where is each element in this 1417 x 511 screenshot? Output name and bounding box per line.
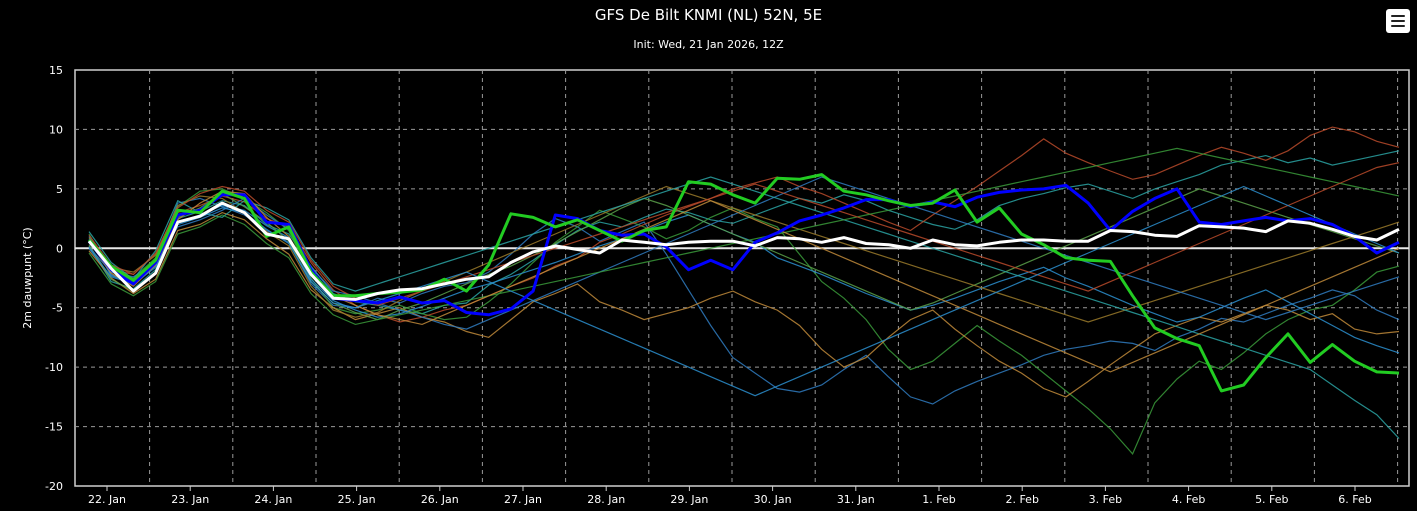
hamburger-menu-icon[interactable]: [1386, 9, 1410, 33]
x-tick-label: 24. Jan: [254, 493, 292, 506]
x-tick-label: 25. Jan: [338, 493, 376, 506]
ensemble-member-line: [88, 197, 1400, 405]
x-tick-label: 27. Jan: [504, 493, 542, 506]
x-tick-label: 5. Feb: [1255, 493, 1288, 506]
ensemble-member-line: [88, 147, 1400, 326]
x-tick-label: 23. Jan: [171, 493, 209, 506]
control-run-line: [87, 173, 1400, 393]
chart-title: GFS De Bilt KNMI (NL) 52N, 5E: [594, 6, 823, 24]
y-tick-label: 0: [56, 242, 63, 255]
x-tick-label: 31. Jan: [837, 493, 875, 506]
x-tick-label: 22. Jan: [88, 493, 126, 506]
x-tick-label: 30. Jan: [754, 493, 792, 506]
x-tick-label: 2. Feb: [1005, 493, 1038, 506]
y-tick-label: -10: [45, 361, 63, 374]
x-tick-label: 6. Feb: [1338, 493, 1371, 506]
x-tick-label: 1. Feb: [922, 493, 955, 506]
x-tick-label: 29. Jan: [670, 493, 708, 506]
ensemble-member-line: [88, 150, 1400, 315]
y-tick-label: 10: [49, 123, 63, 136]
y-axis-label: 2m dauwpunt (°C): [21, 227, 34, 328]
ensemble-member-line: [88, 126, 1400, 323]
y-tick-label: 5: [56, 183, 63, 196]
ensemble-member-line: [88, 185, 1400, 397]
y-tick-label: -5: [52, 302, 63, 315]
chart-subtitle: Init: Wed, 21 Jan 2026, 12Z: [633, 38, 784, 51]
y-tick-label: 15: [49, 64, 63, 77]
x-tick-label: 4. Feb: [1172, 493, 1205, 506]
x-tick-label: 26. Jan: [421, 493, 459, 506]
y-tick-label: -15: [45, 421, 63, 434]
mean-run-line: [87, 201, 1400, 301]
x-tick-label: 3. Feb: [1089, 493, 1122, 506]
y-tick-label: -20: [45, 480, 63, 493]
ensemble-member-line: [88, 211, 1400, 398]
plot-frame: [74, 69, 1410, 487]
ensemble-member-line: [88, 162, 1400, 306]
x-tick-label: 28. Jan: [587, 493, 625, 506]
